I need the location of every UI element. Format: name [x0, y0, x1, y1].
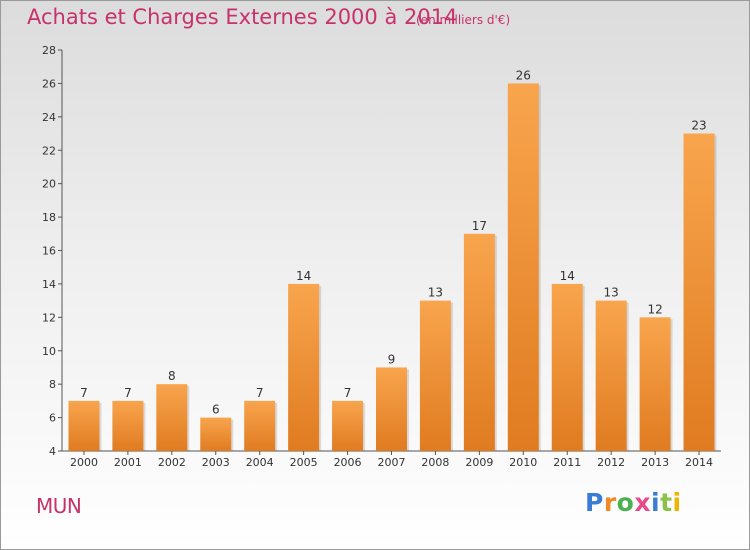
y-tick-label: 4: [49, 445, 56, 458]
y-tick-label: 6: [49, 412, 56, 425]
x-tick-label: 2005: [290, 456, 318, 469]
x-tick-label: 2007: [378, 456, 406, 469]
bar: [639, 317, 671, 451]
bar: [463, 233, 495, 451]
y-tick-label: 18: [42, 211, 56, 224]
data-label: 13: [428, 286, 443, 300]
data-label: 8: [168, 369, 176, 383]
data-label: 13: [604, 286, 619, 300]
x-tick-label: 2010: [509, 456, 537, 469]
x-tick-label: 2001: [114, 456, 142, 469]
x-tick-label: 2000: [70, 456, 98, 469]
bar: [68, 400, 100, 451]
y-tick-label: 22: [42, 144, 56, 157]
data-label: 7: [256, 386, 264, 400]
chart-data-labels: 7 7 8 6 7 14 7 9 13 17 26 14 13 12 23: [80, 68, 707, 416]
data-label: 9: [388, 352, 396, 366]
bar: [200, 417, 232, 451]
x-tick-label: 2013: [641, 456, 669, 469]
data-label: 17: [472, 219, 487, 233]
data-label: 23: [691, 119, 706, 133]
y-tick-label: 24: [42, 111, 56, 124]
bar: [244, 400, 276, 451]
chart-bars: [68, 83, 717, 452]
x-tick-label: 2008: [421, 456, 449, 469]
y-tick-label: 26: [42, 77, 56, 90]
bar: [551, 283, 583, 451]
x-tick-label: 2011: [553, 456, 581, 469]
x-tick-label: 2004: [246, 456, 274, 469]
bar: [288, 283, 320, 451]
bar: [419, 300, 451, 451]
data-label: 14: [296, 269, 311, 283]
bar: [507, 83, 539, 452]
bar: [376, 367, 407, 451]
chart-subtitle: (en milliers d'€): [416, 13, 511, 27]
bar: [595, 300, 627, 451]
y-tick-label: 8: [49, 378, 56, 391]
data-label: 7: [124, 386, 132, 400]
data-label: 6: [212, 403, 220, 417]
y-tick-label: 10: [42, 345, 56, 358]
bar: [683, 133, 715, 451]
bar: [332, 400, 364, 451]
x-tick-label: 2009: [465, 456, 493, 469]
y-tick-label: 20: [42, 178, 56, 191]
data-label: 12: [647, 302, 662, 316]
y-tick-label: 28: [42, 44, 56, 57]
data-label: 14: [560, 269, 575, 283]
y-tick-label: 16: [42, 245, 56, 258]
y-tick-label: 12: [42, 311, 56, 324]
data-label: 26: [516, 68, 531, 82]
bar: [156, 384, 188, 451]
x-tick-label: 2006: [334, 456, 362, 469]
x-tick-label: 2014: [685, 456, 713, 469]
x-tick-label: 2003: [202, 456, 230, 469]
x-tick-label: 2012: [597, 456, 625, 469]
proxiti-logo: Proxiti: [585, 488, 682, 517]
commune-name: MUN: [36, 494, 82, 518]
bar: [112, 400, 144, 451]
y-tick-label: 14: [42, 278, 56, 291]
data-label: 7: [344, 386, 352, 400]
x-tick-label: 2002: [158, 456, 186, 469]
data-label: 7: [80, 386, 88, 400]
chart-title: Achats et Charges Externes 2000 à 2014: [27, 5, 458, 29]
